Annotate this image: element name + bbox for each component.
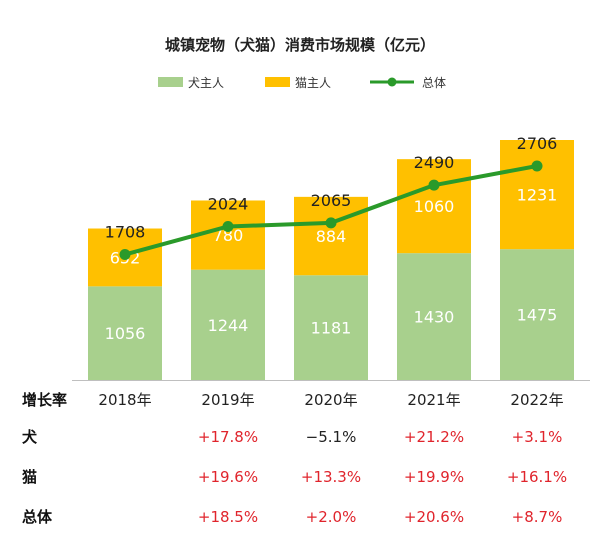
total-label-1: 2024 xyxy=(208,194,249,213)
growth-header: 增长率 xyxy=(22,391,67,409)
growth-cell-2-4: +8.7% xyxy=(512,508,563,526)
bar-dog-2 xyxy=(294,275,368,380)
growth-cell-0-4: +3.1% xyxy=(512,428,563,446)
x-tick-label-0: 2018年 xyxy=(98,391,151,409)
label-cat-1: 780 xyxy=(213,226,244,245)
growth-cell-2-1: +18.5% xyxy=(198,508,258,526)
x-tick-label-2: 2020年 xyxy=(304,391,357,409)
growth-cell-2-2: +2.0% xyxy=(306,508,357,526)
growth-row-label-0: 犬 xyxy=(22,428,38,446)
label-dog-3: 1430 xyxy=(414,308,455,327)
total-line: 1708 2024 2065 2490 2706 xyxy=(105,134,558,261)
growth-cell-1-3: +19.9% xyxy=(404,468,464,486)
growth-cell-0-2: −5.1% xyxy=(306,428,357,446)
bar-cat-4 xyxy=(500,140,574,250)
total-label-4: 2706 xyxy=(517,134,558,153)
growth-cell-1-2: +13.3% xyxy=(301,468,361,486)
growth-cell-2-3: +20.6% xyxy=(404,508,464,526)
total-point-2 xyxy=(325,217,337,229)
legend-marker-2 xyxy=(387,77,397,87)
growth-row-label-2: 总体 xyxy=(22,508,53,526)
legend-swatch-1 xyxy=(265,77,290,87)
legend-label-2: 总体 xyxy=(422,76,446,90)
total-label-3: 2490 xyxy=(414,153,455,172)
total-point-3 xyxy=(428,179,440,191)
legend-swatch-0 xyxy=(158,77,183,87)
total-point-0 xyxy=(119,249,131,261)
bars: 1056652124478011818841430106014751231 xyxy=(88,140,574,380)
label-cat-2: 884 xyxy=(316,227,347,246)
bar-dog-0 xyxy=(88,286,162,380)
growth-cell-0-1: +17.8% xyxy=(198,428,258,446)
bar-dog-1 xyxy=(191,269,265,380)
bar-dog-3 xyxy=(397,253,471,380)
growth-cell-1-4: +16.1% xyxy=(507,468,567,486)
legend-label-0: 犬主人 xyxy=(188,76,224,90)
bar-cat-3 xyxy=(397,159,471,254)
label-dog-4: 1475 xyxy=(517,306,558,325)
bar-cat-2 xyxy=(294,196,368,276)
legend: 犬主人 猫主人 总体 xyxy=(158,76,446,90)
growth-cell-1-1: +19.6% xyxy=(198,468,258,486)
label-cat-4: 1231 xyxy=(517,186,558,205)
label-dog-0: 1056 xyxy=(105,324,146,343)
bar-dog-4 xyxy=(500,249,574,380)
total-point-1 xyxy=(222,220,234,232)
total-point-4 xyxy=(531,160,543,172)
x-tick-label-3: 2021年 xyxy=(407,391,460,409)
total-label-0: 1708 xyxy=(105,223,146,242)
total-label-2: 2065 xyxy=(311,191,352,210)
x-tick-label-1: 2019年 xyxy=(201,391,254,409)
x-axis: 2018年 2019年 2020年 2021年 2022年 xyxy=(72,380,590,409)
legend-label-1: 猫主人 xyxy=(295,76,331,90)
growth-cell-0-3: +21.2% xyxy=(404,428,464,446)
label-cat-3: 1060 xyxy=(414,197,455,216)
label-dog-1: 1244 xyxy=(208,316,249,335)
chart-title: 城镇宠物（犬猫）消费市场规模（亿元） xyxy=(165,36,435,54)
growth-row-label-1: 猫 xyxy=(22,468,37,486)
x-tick-label-4: 2022年 xyxy=(510,391,563,409)
label-dog-2: 1181 xyxy=(311,319,352,338)
